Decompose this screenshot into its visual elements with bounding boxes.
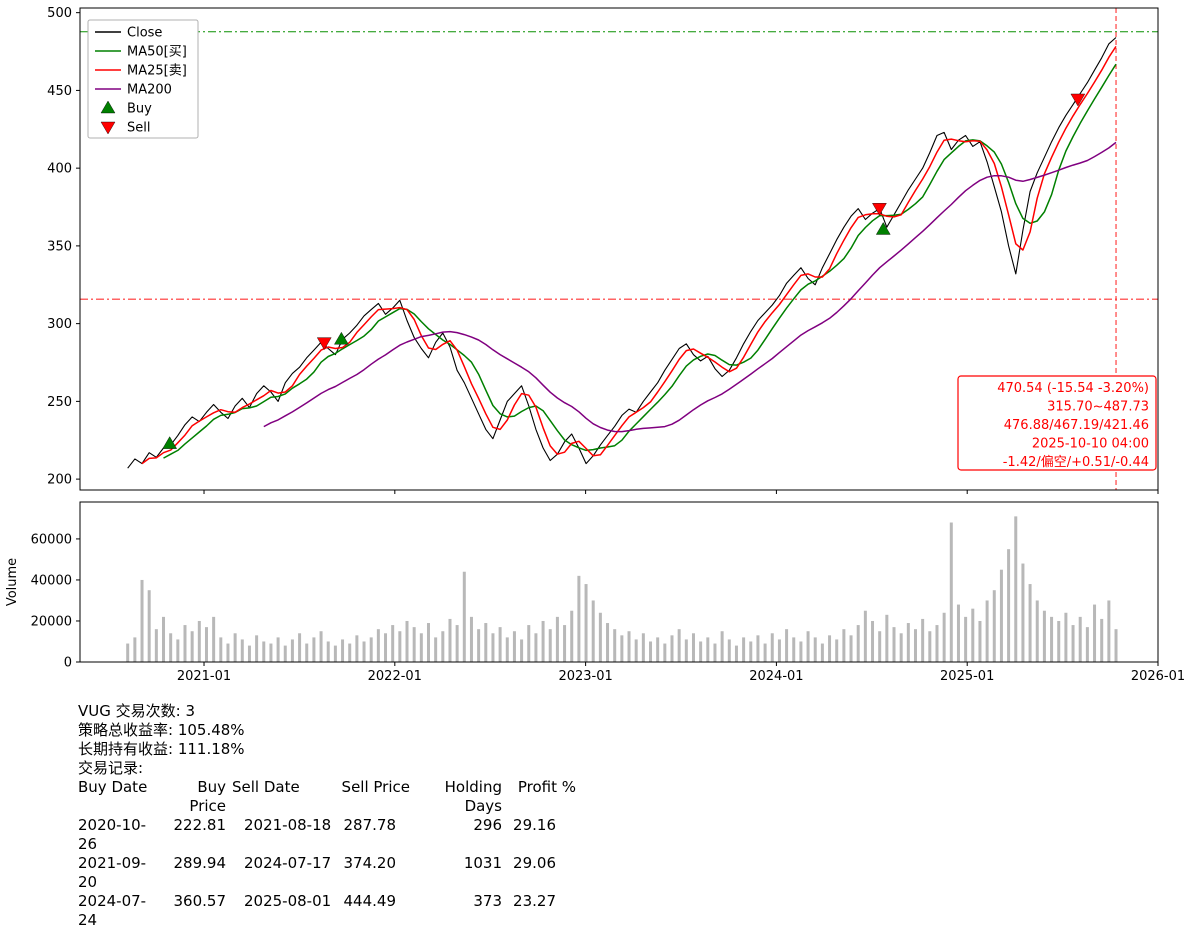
price-tick-label: 450 xyxy=(47,84,72,99)
strategy-return-line: 策略总收益率: 105.48% xyxy=(78,721,245,739)
annotation-line: -1.42/偏空/+0.51/-0.44 xyxy=(1003,455,1149,470)
trade-table-header-cell: Buy Price xyxy=(189,778,226,815)
date-tick-label: 2025-01 xyxy=(940,669,994,684)
price-tick-label: 300 xyxy=(47,317,72,332)
volume-tick-label: 60000 xyxy=(31,532,72,547)
legend-box xyxy=(87,19,199,139)
trade-table-cell: 360.57 xyxy=(173,892,227,910)
price-tick-label: 200 xyxy=(47,473,72,488)
buy-marker xyxy=(334,331,349,345)
date-tick-label: 2024-01 xyxy=(749,669,803,684)
strategy-stats: VUG 交易次数: 3 策略总收益率: 105.48% 长期持有收益: 111.… xyxy=(78,702,1193,930)
trade-count-line: VUG 交易次数: 3 xyxy=(78,702,195,720)
volume-axis-title: Volume xyxy=(5,558,20,606)
sell-marker xyxy=(316,337,332,351)
trade-table-cell: 2024-07-24 xyxy=(78,892,147,929)
axis-ticks: 200 250 300 350 400 450 500 0 20000 40000 60000 202… xyxy=(5,6,1185,684)
annotation-box xyxy=(957,375,1157,471)
date-tick-label: 2023-01 xyxy=(558,669,612,684)
legend-label: Sell xyxy=(127,121,150,136)
trade-table-header-cell: Holding Days xyxy=(444,778,502,815)
price-axes-frame xyxy=(79,7,1159,491)
legend-label: MA200 xyxy=(127,83,172,98)
date-tick-label: 2022-01 xyxy=(368,669,422,684)
trade-table-cell: 29.16 xyxy=(513,816,556,834)
trade-table-cell: 222.81 xyxy=(173,816,227,834)
legend-marker-sample xyxy=(100,121,116,135)
annotation-line: 470.54 (-15.54 -3.20%) xyxy=(997,381,1149,396)
buy-marker xyxy=(875,222,891,235)
trade-table-header-cell: Buy Date xyxy=(78,778,148,796)
price-volume-chart: 200 250 300 350 400 450 500 0 20000 40000 60000 202… xyxy=(5,6,1185,684)
ma-line-MA50 xyxy=(163,63,1117,459)
legend-marker-sample xyxy=(100,100,116,114)
buy-marker xyxy=(162,436,178,449)
trade-table-cell: 2021-08-18 xyxy=(244,816,332,834)
trade-table-header-cell: Sell Price xyxy=(341,778,410,796)
sell-marker xyxy=(1070,93,1086,107)
hold-return-line: 长期持有收益: 111.18% xyxy=(78,740,245,758)
price-tick-label: 250 xyxy=(47,395,72,410)
trade-records-label: 交易记录: xyxy=(78,759,144,777)
price-tick-label: 400 xyxy=(47,162,72,177)
trade-table-cell: 2020-10-26 xyxy=(78,816,147,853)
ma-line-MA200 xyxy=(263,141,1117,433)
trade-table-cell: 373 xyxy=(473,892,502,910)
ma-line-MA25 xyxy=(141,45,1117,465)
date-tick-label: 2026-01 xyxy=(1131,669,1185,684)
sell-marker xyxy=(872,203,887,216)
trade-records-table: Buy Date Buy Price Sell Date Sell Price Hold… xyxy=(78,778,576,930)
trade-table-cell: 2025-08-01 xyxy=(244,892,332,910)
price-tick-label: 350 xyxy=(47,239,72,254)
annotation-line: 476.88/467.19/421.46 xyxy=(1004,418,1149,433)
trade-table-header-cell: Sell Date xyxy=(232,778,300,796)
volume-tick-label: 20000 xyxy=(31,614,72,629)
legend-label: Buy xyxy=(127,102,152,117)
price-tick-label: 500 xyxy=(47,6,72,21)
annotation-line: 2025-10-10 04:00 xyxy=(1032,437,1149,452)
legend: Close MA50[买] MA25[卖] MA200 Buy Sell xyxy=(87,19,199,139)
date-tick-label: 2021-01 xyxy=(177,669,231,684)
trade-table-header-cell: Profit % xyxy=(517,778,576,796)
trade-table-cell: 296 xyxy=(473,816,502,834)
trade-table-cell: 444.49 xyxy=(343,892,397,910)
close-line xyxy=(127,37,1117,469)
trade-table-cell: 287.78 xyxy=(343,816,397,834)
legend-label: MA50[买] xyxy=(127,45,187,60)
legend-label: MA25[卖] xyxy=(127,64,187,79)
volume-tick-label: 0 xyxy=(64,656,72,671)
volume-tick-label: 40000 xyxy=(31,573,72,588)
volume-bars xyxy=(126,516,1118,662)
trade-table-cell: 23.27 xyxy=(513,892,556,910)
annotation-line: 315.70~487.73 xyxy=(1047,400,1149,415)
volume-axes-frame xyxy=(79,501,1159,663)
legend-label: Close xyxy=(127,26,162,41)
quote-annotation: 470.54 (-15.54 -3.20%) 315.70~487.73 476.8… xyxy=(957,375,1157,471)
